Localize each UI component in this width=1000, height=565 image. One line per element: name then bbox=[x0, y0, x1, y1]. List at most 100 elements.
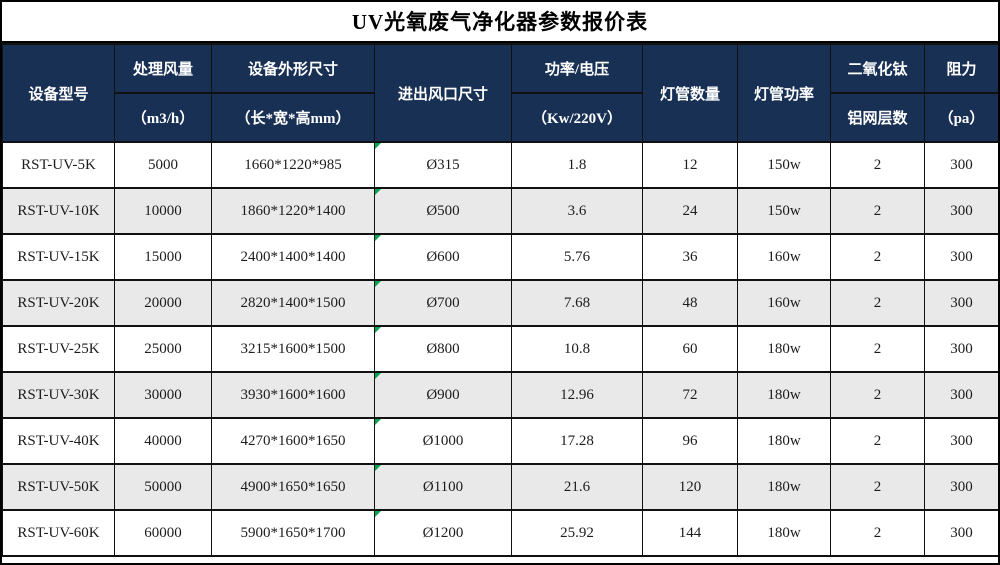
table-row: RST-UV-30K 30000 3930*1600*1600 Ø900 12.… bbox=[2, 371, 998, 419]
cell-model: RST-UV-10K bbox=[2, 187, 115, 235]
cell-lamp-count: 144 bbox=[642, 509, 738, 557]
cell-duct: Ø600 bbox=[374, 233, 512, 281]
cell-power: 17.28 bbox=[511, 417, 643, 465]
cell-resistance: 300 bbox=[924, 325, 998, 373]
cell-duct-value: Ø1100 bbox=[422, 478, 464, 495]
cell-lamp-power: 180w bbox=[737, 417, 831, 465]
cell-mesh-layers: 2 bbox=[830, 325, 925, 373]
table-row: RST-UV-60K 60000 5900*1650*1700 Ø1200 25… bbox=[2, 509, 998, 557]
page-title: UV光氧废气净化器参数报价表 bbox=[2, 2, 998, 43]
cell-mesh-layers: 2 bbox=[830, 233, 925, 281]
col-header-power: 功率/电压 bbox=[511, 43, 643, 94]
cell-resistance: 300 bbox=[924, 509, 998, 557]
cell-dimensions: 1660*1220*985 bbox=[211, 141, 375, 189]
cell-resistance: 300 bbox=[924, 279, 998, 327]
table-row: RST-UV-5K 5000 1660*1220*985 Ø315 1.8 12… bbox=[2, 141, 998, 189]
cell-model: RST-UV-20K bbox=[2, 279, 115, 327]
error-marker-triangle-icon bbox=[375, 466, 381, 471]
cell-resistance: 300 bbox=[924, 141, 998, 189]
cell-duct-value: Ø900 bbox=[426, 386, 460, 403]
cell-power: 21.6 bbox=[511, 463, 643, 511]
col-header-model: 设备型号 bbox=[2, 43, 115, 143]
cell-power: 1.8 bbox=[511, 141, 643, 189]
table-row: RST-UV-25K 25000 3215*1600*1500 Ø800 10.… bbox=[2, 325, 998, 373]
cell-power: 3.6 bbox=[511, 187, 643, 235]
cell-duct-value: Ø500 bbox=[426, 202, 460, 219]
cell-lamp-count: 48 bbox=[642, 279, 738, 327]
cell-power: 5.76 bbox=[511, 233, 643, 281]
cell-dimensions: 1860*1220*1400 bbox=[211, 187, 375, 235]
cell-duct: Ø1000 bbox=[374, 417, 512, 465]
cell-airflow: 10000 bbox=[114, 187, 212, 235]
col-header-resistance-unit: （pa） bbox=[924, 92, 998, 143]
cell-airflow: 25000 bbox=[114, 325, 212, 373]
cell-lamp-count: 72 bbox=[642, 371, 738, 419]
cell-lamp-power: 160w bbox=[737, 279, 831, 327]
cell-dimensions: 4900*1650*1650 bbox=[211, 463, 375, 511]
cell-lamp-count: 12 bbox=[642, 141, 738, 189]
cell-power: 12.96 bbox=[511, 371, 643, 419]
cell-mesh-layers: 2 bbox=[830, 417, 925, 465]
cell-duct-value: Ø800 bbox=[426, 340, 460, 357]
col-header-power-unit: （Kw/220V） bbox=[511, 92, 643, 143]
cell-airflow: 20000 bbox=[114, 279, 212, 327]
col-header-airflow: 处理风量 bbox=[114, 43, 212, 94]
cell-power: 10.8 bbox=[511, 325, 643, 373]
cell-lamp-count: 120 bbox=[642, 463, 738, 511]
cell-mesh-layers: 2 bbox=[830, 509, 925, 557]
cell-airflow: 50000 bbox=[114, 463, 212, 511]
cell-duct: Ø500 bbox=[374, 187, 512, 235]
col-header-lamp-count: 灯管数量 bbox=[642, 43, 738, 143]
cell-resistance: 300 bbox=[924, 233, 998, 281]
cell-duct: Ø1200 bbox=[374, 509, 512, 557]
table-row: RST-UV-10K 10000 1860*1220*1400 Ø500 3.6… bbox=[2, 187, 998, 235]
error-marker-triangle-icon bbox=[375, 512, 381, 517]
col-header-mesh: 二氧化钛 bbox=[830, 43, 925, 94]
error-marker-triangle-icon bbox=[375, 282, 381, 287]
cell-airflow: 60000 bbox=[114, 509, 212, 557]
cell-mesh-layers: 2 bbox=[830, 463, 925, 511]
cell-power: 25.92 bbox=[511, 509, 643, 557]
error-marker-triangle-icon bbox=[375, 420, 381, 425]
cell-lamp-power: 180w bbox=[737, 463, 831, 511]
table-row: RST-UV-40K 40000 4270*1600*1650 Ø1000 17… bbox=[2, 417, 998, 465]
cell-resistance: 300 bbox=[924, 371, 998, 419]
error-marker-triangle-icon bbox=[375, 236, 381, 241]
cell-dimensions: 2820*1400*1500 bbox=[211, 279, 375, 327]
cell-power: 7.68 bbox=[511, 279, 643, 327]
parameter-table: 设备型号 处理风量 设备外形尺寸 进出风口尺寸 功率/电压 灯管数量 灯管功率 … bbox=[2, 43, 998, 557]
cell-airflow: 5000 bbox=[114, 141, 212, 189]
error-marker-triangle-icon bbox=[375, 328, 381, 333]
cell-lamp-power: 150w bbox=[737, 141, 831, 189]
cell-dimensions: 2400*1400*1400 bbox=[211, 233, 375, 281]
error-marker-triangle-icon bbox=[375, 144, 381, 149]
cell-lamp-power: 160w bbox=[737, 233, 831, 281]
cell-model: RST-UV-15K bbox=[2, 233, 115, 281]
cell-lamp-count: 60 bbox=[642, 325, 738, 373]
cell-model: RST-UV-60K bbox=[2, 509, 115, 557]
cell-duct-value: Ø700 bbox=[426, 294, 460, 311]
table-row: RST-UV-50K 50000 4900*1650*1650 Ø1100 21… bbox=[2, 463, 998, 511]
col-header-dimensions-unit: （长*宽*高mm） bbox=[211, 92, 375, 143]
cell-duct-value: Ø1200 bbox=[422, 524, 464, 541]
cell-duct: Ø315 bbox=[374, 141, 512, 189]
cell-dimensions: 4270*1600*1650 bbox=[211, 417, 375, 465]
col-header-resistance: 阻力 bbox=[924, 43, 998, 94]
table-body: RST-UV-5K 5000 1660*1220*985 Ø315 1.8 12… bbox=[2, 141, 998, 557]
cell-lamp-power: 180w bbox=[737, 325, 831, 373]
cell-lamp-count: 36 bbox=[642, 233, 738, 281]
cell-lamp-power: 180w bbox=[737, 509, 831, 557]
col-header-duct: 进出风口尺寸 bbox=[374, 43, 512, 143]
cell-dimensions: 3930*1600*1600 bbox=[211, 371, 375, 419]
header-row-1: 设备型号 处理风量 设备外形尺寸 进出风口尺寸 功率/电压 灯管数量 灯管功率 … bbox=[2, 43, 998, 143]
cell-duct-value: Ø600 bbox=[426, 248, 460, 265]
cell-lamp-power: 180w bbox=[737, 371, 831, 419]
error-marker-triangle-icon bbox=[375, 190, 381, 195]
col-header-dimensions: 设备外形尺寸 bbox=[211, 43, 375, 94]
cell-mesh-layers: 2 bbox=[830, 279, 925, 327]
cell-mesh-layers: 2 bbox=[830, 141, 925, 189]
cell-mesh-layers: 2 bbox=[830, 187, 925, 235]
cell-resistance: 300 bbox=[924, 417, 998, 465]
cell-lamp-count: 24 bbox=[642, 187, 738, 235]
